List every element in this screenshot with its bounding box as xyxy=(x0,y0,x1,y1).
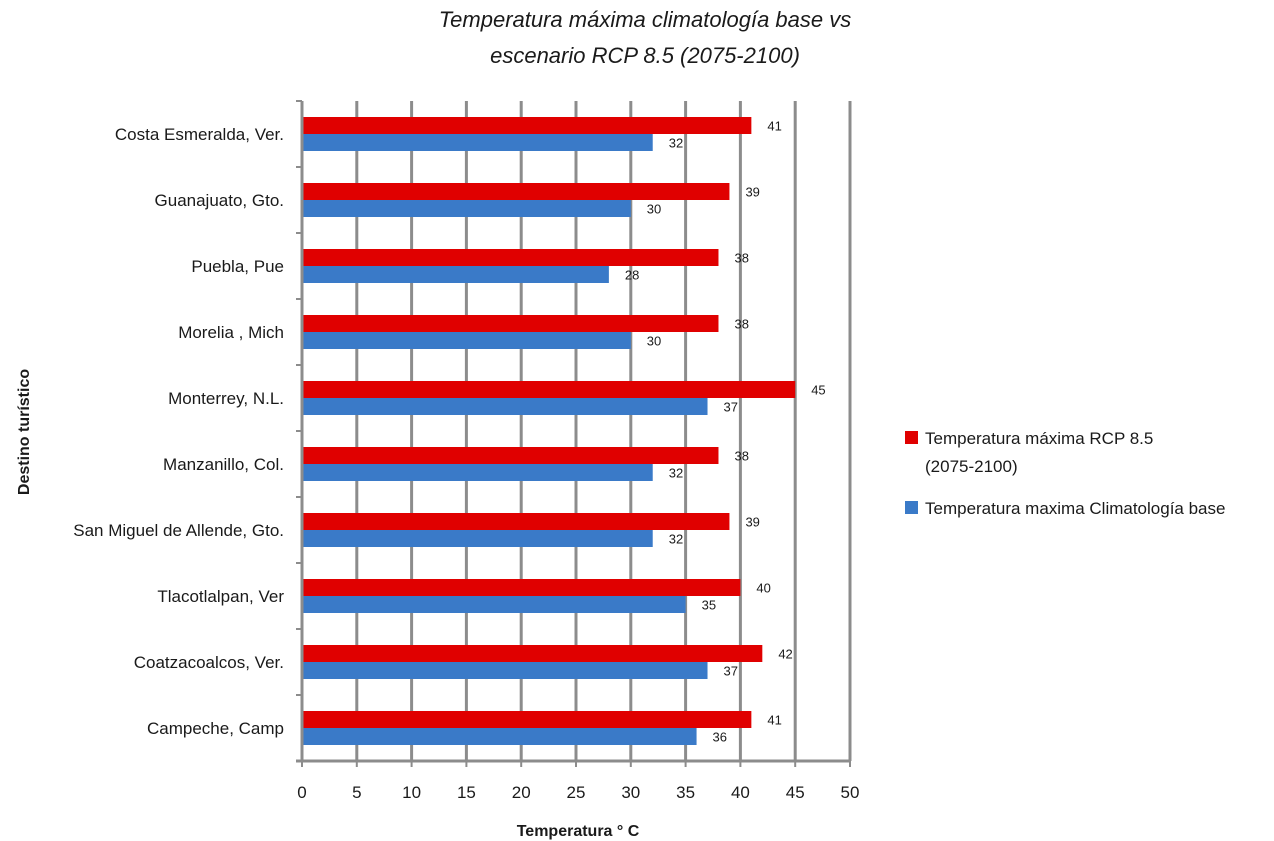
data-label: 30 xyxy=(647,334,661,349)
x-tick-label: 45 xyxy=(786,783,805,802)
category-label: Coatzacoalcos, Ver. xyxy=(134,653,284,672)
category-label: Manzanillo, Col. xyxy=(163,455,284,474)
x-tick-labels: 0 5 10 15 20 25 30 35 40 45 50 xyxy=(297,783,859,802)
bars: 41 32 39 30 38 28 38 30 45 37 38 32 39 32 40 35 42 37 41 36 xyxy=(302,117,826,745)
bar-base xyxy=(302,464,653,481)
category-label: Monterrey, N.L. xyxy=(168,389,284,408)
chart-title: Temperatura máxima climatología base vs … xyxy=(439,7,851,68)
data-label: 32 xyxy=(669,136,683,151)
bar-rcp85 xyxy=(302,249,719,266)
bar-rcp85 xyxy=(302,645,763,662)
data-label: 32 xyxy=(669,466,683,481)
data-label: 36 xyxy=(713,730,727,745)
x-axis-title: Temperatura ° C xyxy=(517,823,640,840)
data-label: 41 xyxy=(767,713,781,728)
bar-rcp85 xyxy=(302,513,730,530)
legend-label: Temperatura maxima Climatología base xyxy=(925,499,1225,518)
bar-base xyxy=(302,266,609,283)
x-tick-label: 0 xyxy=(297,783,306,802)
x-tick-label: 50 xyxy=(841,783,860,802)
x-tick-label: 35 xyxy=(676,783,695,802)
chart-title-line-2: escenario RCP 8.5 (2075-2100) xyxy=(490,43,800,68)
legend-label: (2075-2100) xyxy=(925,457,1018,476)
category-labels: Costa Esmeralda, Ver. Guanajuato, Gto. Pue… xyxy=(73,125,284,738)
bar-rcp85 xyxy=(302,579,741,596)
data-label: 37 xyxy=(724,664,738,679)
category-label: Costa Esmeralda, Ver. xyxy=(115,125,284,144)
category-label: Guanajuato, Gto. xyxy=(155,191,284,210)
data-label: 28 xyxy=(625,268,639,283)
x-tick-label: 25 xyxy=(567,783,586,802)
bar-base xyxy=(302,398,708,415)
legend-swatch-rcp85 xyxy=(905,431,918,444)
bar-base xyxy=(302,728,697,745)
category-label: Morelia , Mich xyxy=(178,323,284,342)
category-label: San Miguel de Allende, Gto. xyxy=(73,521,284,540)
data-label: 41 xyxy=(767,119,781,134)
bar-rcp85 xyxy=(302,315,719,332)
legend-swatch-base xyxy=(905,501,918,514)
legend: Temperatura máxima RCP 8.5 (2075-2100) Tem… xyxy=(905,429,1225,518)
x-tick-label: 10 xyxy=(402,783,421,802)
data-label: 38 xyxy=(734,449,748,464)
x-tick-label: 40 xyxy=(731,783,750,802)
x-tick-label: 5 xyxy=(352,783,361,802)
category-label: Tlacotlalpan, Ver xyxy=(157,587,284,606)
x-tick-label: 20 xyxy=(512,783,531,802)
category-label: Campeche, Camp xyxy=(147,719,284,738)
x-tick-label: 30 xyxy=(621,783,640,802)
bar-rcp85 xyxy=(302,117,752,134)
bar-rcp85 xyxy=(302,447,719,464)
category-label: Puebla, Pue xyxy=(191,257,284,276)
axes xyxy=(296,100,851,767)
bar-rcp85 xyxy=(302,381,796,398)
bar-rcp85 xyxy=(302,711,752,728)
bar-base xyxy=(302,530,653,547)
bar-base xyxy=(302,332,631,349)
bar-base xyxy=(302,596,686,613)
data-label: 38 xyxy=(734,317,748,332)
bar-base xyxy=(302,662,708,679)
data-label: 42 xyxy=(778,647,792,662)
legend-label: Temperatura máxima RCP 8.5 xyxy=(925,429,1153,448)
x-tick-label: 15 xyxy=(457,783,476,802)
y-axis-title: Destino turístico xyxy=(16,369,33,495)
data-label: 35 xyxy=(702,598,716,613)
bar-base xyxy=(302,200,631,217)
data-label: 39 xyxy=(745,515,759,530)
data-label: 32 xyxy=(669,532,683,547)
data-label: 39 xyxy=(745,185,759,200)
data-label: 40 xyxy=(756,581,770,596)
bar-rcp85 xyxy=(302,183,730,200)
data-label: 38 xyxy=(734,251,748,266)
data-label: 45 xyxy=(811,383,825,398)
bar-base xyxy=(302,134,653,151)
chart-title-line-1: Temperatura máxima climatología base vs xyxy=(439,7,851,32)
data-label: 37 xyxy=(724,400,738,415)
data-label: 30 xyxy=(647,202,661,217)
